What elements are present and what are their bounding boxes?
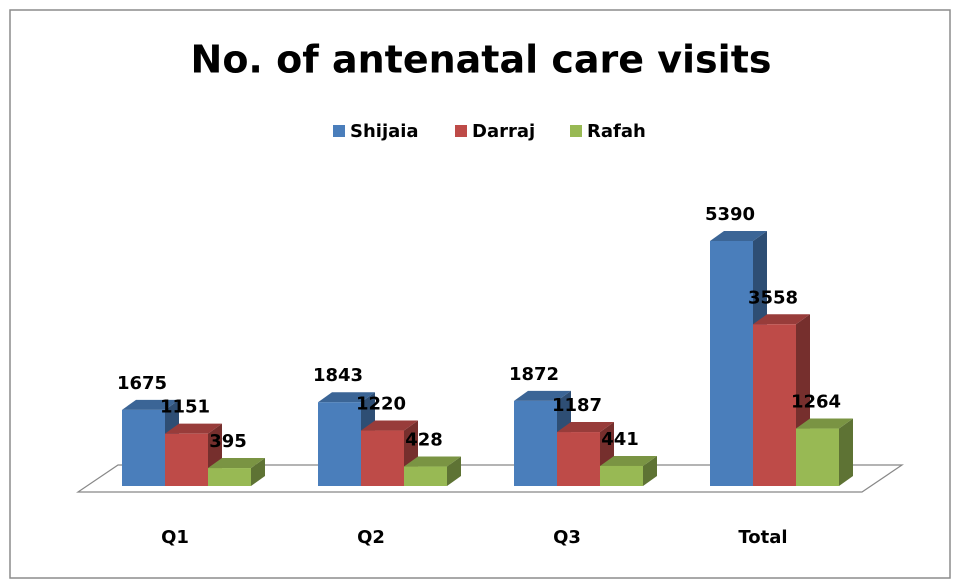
bar-top [514,390,571,401]
data-label: 395 [209,431,247,452]
bar-side [643,455,657,486]
bar [753,314,810,486]
bar [208,458,265,486]
legend-label: Rafah [587,121,646,142]
legend-label: Darraj [472,121,535,142]
bar-front [514,400,557,486]
bar-side [251,458,265,486]
x-tick-label: Q3 [553,527,581,548]
bar-top [361,420,418,431]
bar-front [600,465,643,486]
bar-front [165,433,208,486]
bar-front [404,466,447,486]
bar-top [122,399,179,410]
bar-front [208,468,251,486]
bar-top [318,392,375,403]
data-label: 5390 [705,204,755,225]
bar-top [557,422,614,433]
bar [404,456,461,486]
x-tick-label: Q1 [161,527,189,548]
data-label: 428 [405,430,443,451]
bar-top [710,231,767,241]
chart-border [9,9,951,579]
data-label: 1872 [509,364,559,385]
bar-front [361,430,404,486]
bar-front [753,324,796,486]
data-label: 1187 [552,395,602,416]
bar-front [318,402,361,486]
data-label: 1843 [313,365,363,386]
bar [361,420,418,486]
bar-top [796,418,853,429]
bar-top [753,314,810,325]
chart-title: No. of antenatal care visits [191,38,772,82]
legend-swatch [455,125,467,137]
bar-front [796,428,839,486]
bar-front [557,432,600,486]
bar [600,455,657,486]
data-label: 1151 [160,397,210,418]
bar-side [447,456,461,486]
data-label: 1264 [791,392,841,413]
legend-swatch [333,125,345,137]
data-label: 1675 [117,373,167,394]
x-tick-label: Q2 [357,527,385,548]
bar-top [600,455,657,466]
floor [76,464,904,493]
data-label: 3558 [748,287,798,308]
bar-front [122,409,165,486]
data-label: 1220 [356,394,406,415]
bar-front [710,241,753,486]
data-label: 441 [601,429,639,450]
bar-top [165,423,222,434]
bar [796,418,853,486]
legend-label: Shijaia [350,121,419,142]
bar-top [208,458,265,469]
legend-swatch [570,125,582,137]
bar-side [839,418,853,486]
bar-top [404,456,461,467]
x-tick-label: Total [738,527,787,548]
